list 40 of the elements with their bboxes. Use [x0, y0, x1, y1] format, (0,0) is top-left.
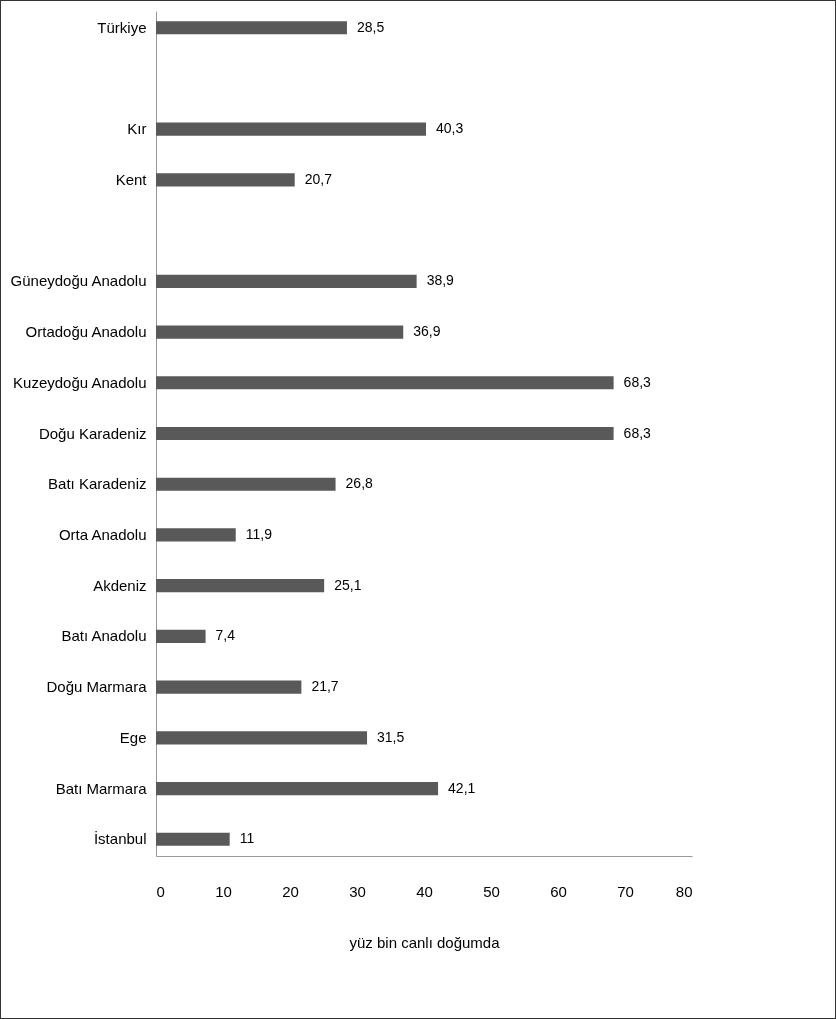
data-label: 21,7 — [311, 678, 339, 695]
data-label: 28,5 — [356, 18, 385, 35]
y-tick-label: Kuzeydoğu Anadolu — [13, 373, 147, 391]
x-tick-label: 50 — [483, 882, 500, 900]
x-tick-label: 40 — [416, 882, 433, 900]
data-label: 20,7 — [304, 170, 333, 187]
y-tick-label: Doğu Marmara — [46, 678, 148, 696]
data-label: 38,9 — [426, 272, 455, 289]
x-tick-label: 20 — [282, 882, 299, 900]
y-tick-label: Batı Anadolu — [61, 627, 147, 645]
y-tick-label: Kent — [115, 170, 148, 188]
y-tick-label: Güneydoğu Anadolu — [10, 272, 147, 290]
y-tick-label: İstanbul — [93, 830, 147, 848]
data-label: 42,1 — [448, 779, 476, 796]
y-tick-label: Ortadoğu Anadolu — [25, 323, 147, 341]
data-label: 68,3 — [623, 424, 652, 441]
data-label: 26,8 — [345, 475, 374, 492]
data-label: 11 — [239, 830, 255, 847]
x-tick-label: 10 — [215, 882, 232, 900]
y-tick-label: Batı Marmara — [55, 779, 148, 797]
data-label: 25,1 — [334, 576, 362, 593]
data-label: 7,4 — [215, 627, 236, 644]
data-label: 40,3 — [436, 120, 464, 137]
x-tick-label: 30 — [349, 882, 366, 900]
x-tick-label: 80 — [675, 882, 693, 900]
y-tick-label: Türkiye — [97, 18, 147, 36]
data-label: 36,9 — [413, 323, 441, 340]
data-label: 68,3 — [623, 373, 652, 390]
y-tick-label: Doğu Karadeniz — [38, 424, 147, 442]
x-tick-label: 70 — [617, 882, 634, 900]
y-tick-label: Akdeniz — [93, 576, 147, 594]
y-tick-label: Ege — [119, 728, 147, 746]
x-tick-label: 0 — [156, 882, 165, 900]
y-tick-label: Orta Anadolu — [58, 525, 147, 543]
y-tick-label: Batı Karadeniz — [48, 475, 147, 493]
x-axis-title: yüz bin canlı doğumda — [349, 933, 501, 951]
data-label: 31,5 — [377, 728, 405, 745]
x-tick-label: 60 — [550, 882, 567, 900]
y-tick-label: Kır — [127, 120, 147, 138]
data-label: 11,9 — [245, 525, 273, 542]
